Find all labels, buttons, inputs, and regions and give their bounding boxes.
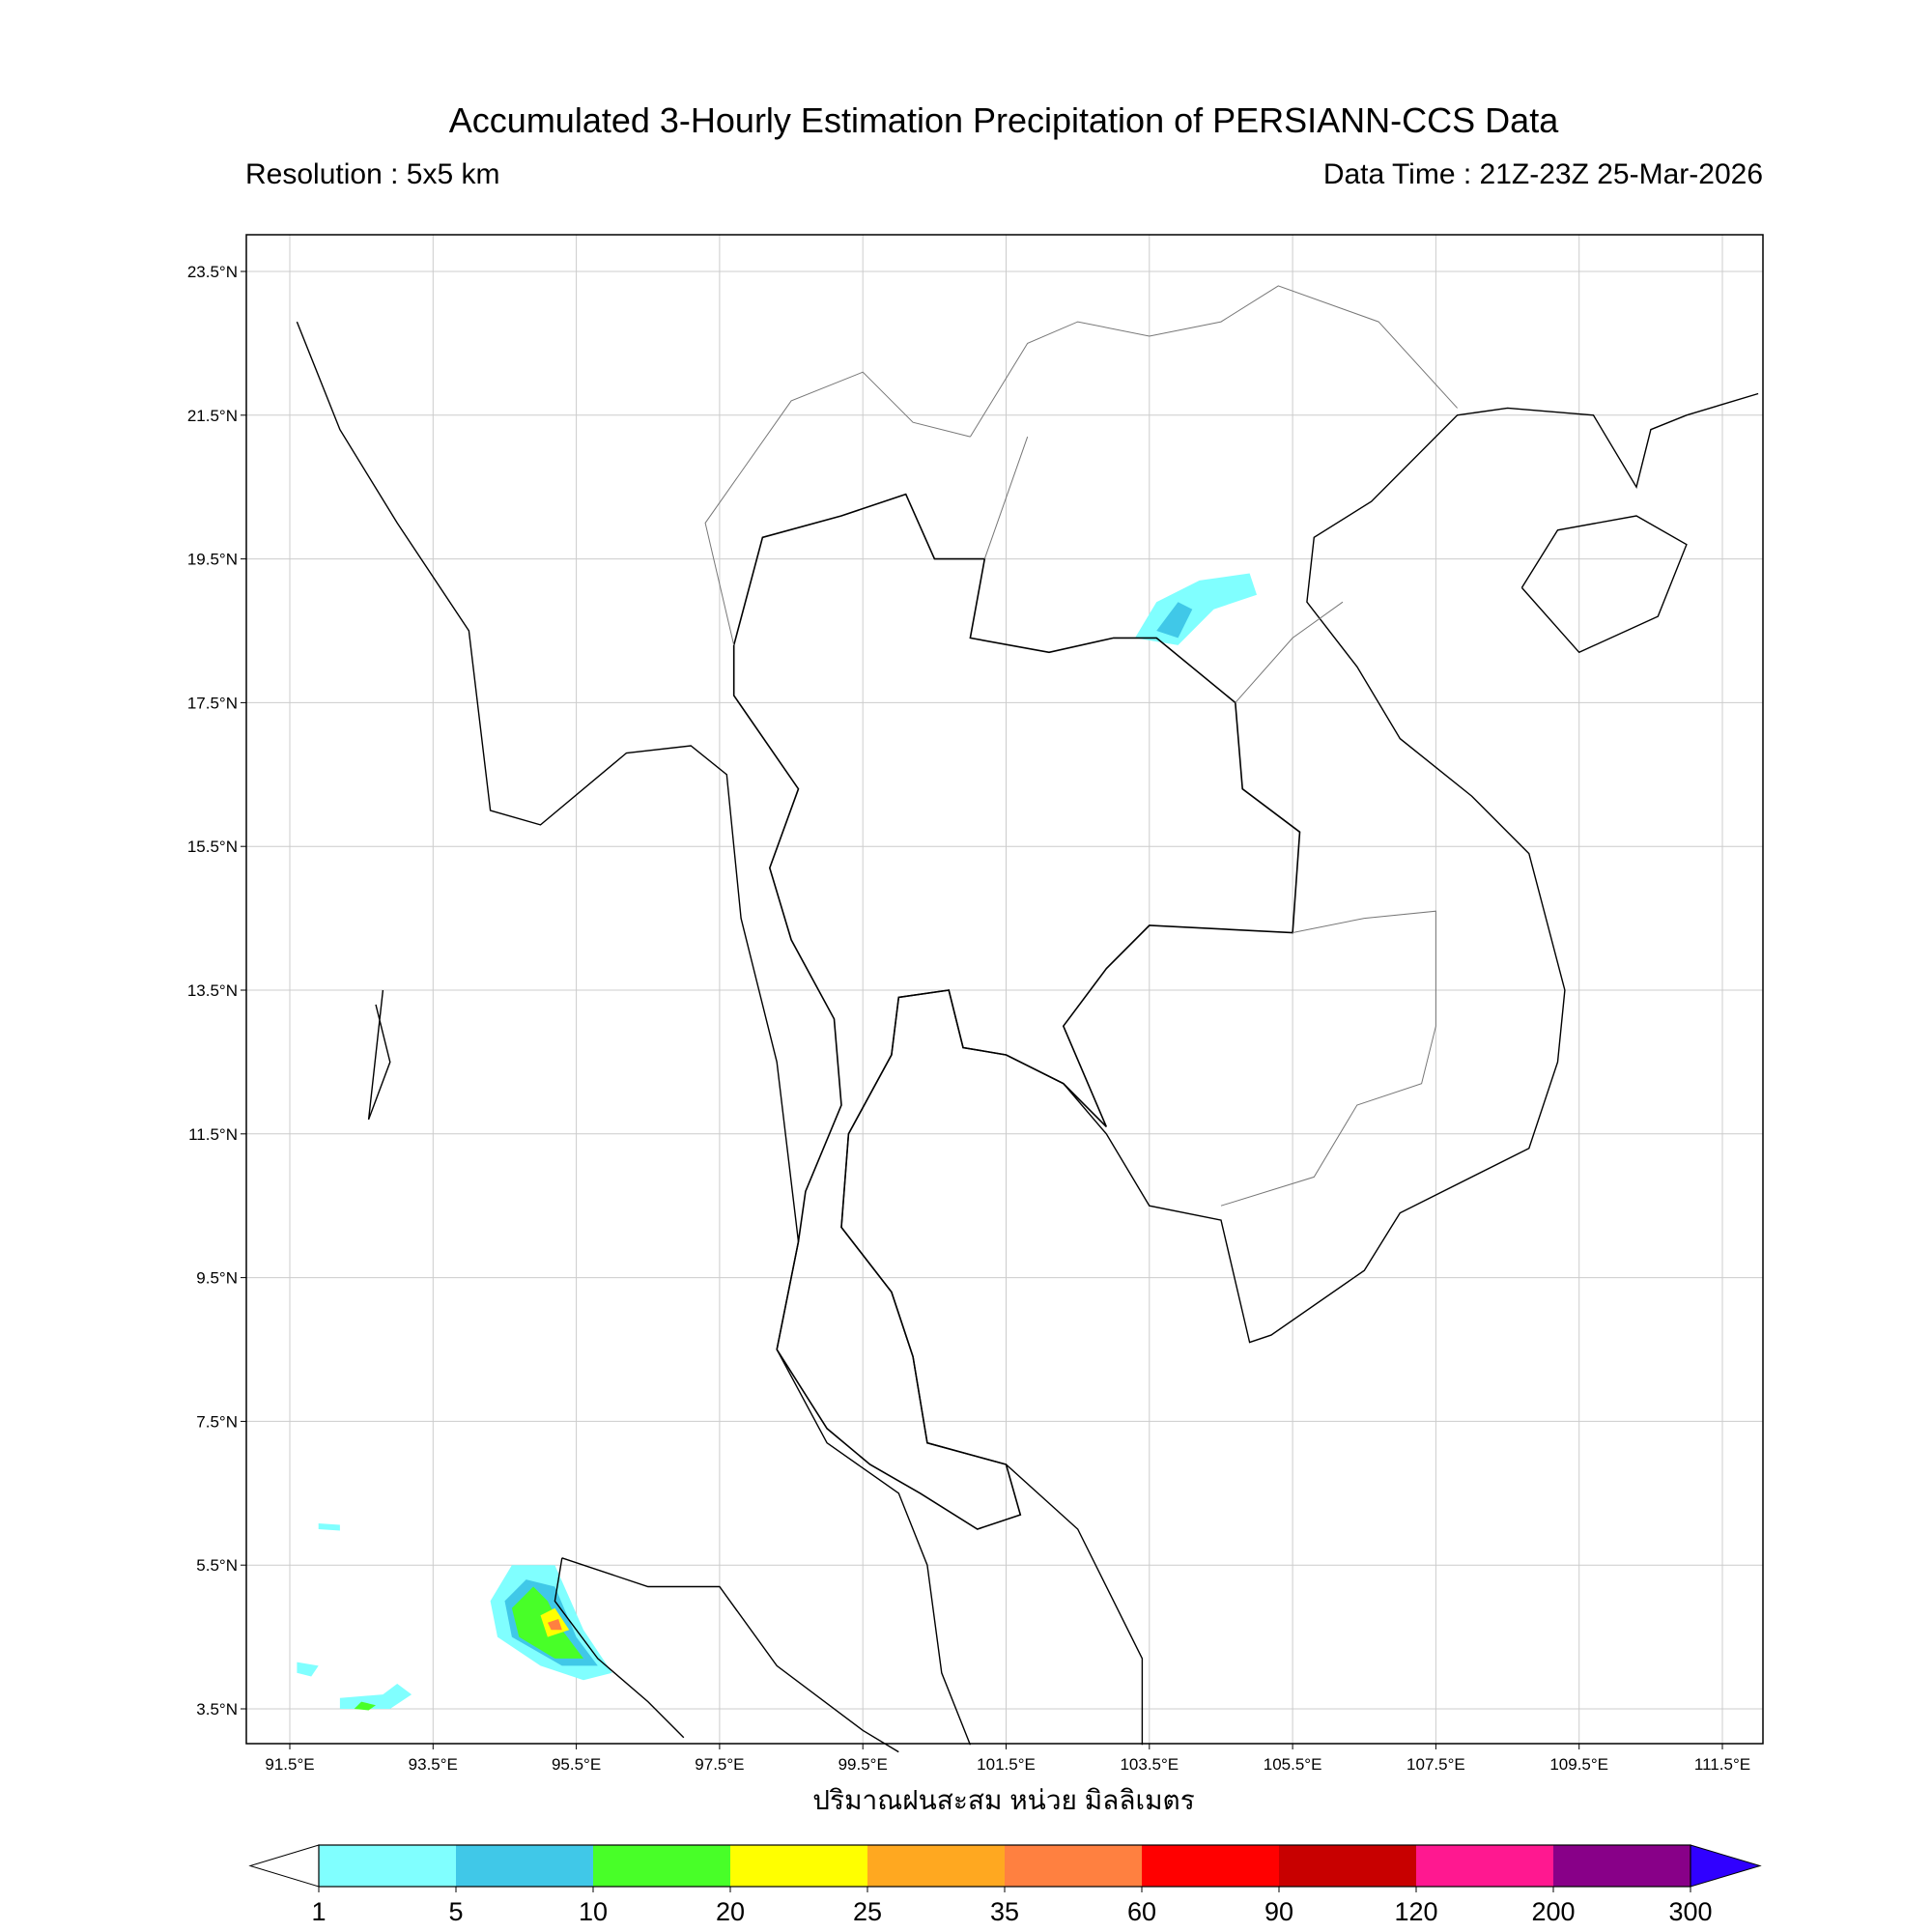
- colorbar-segment: [1416, 1845, 1554, 1887]
- lon-tick-label: 97.5°E: [695, 1755, 744, 1774]
- chart-title: Accumulated 3-Hourly Estimation Precipit…: [448, 100, 1559, 140]
- colorbar-segment: [1553, 1845, 1691, 1887]
- data-time-label: Data Time : 21Z-23Z 25-Mar-2026: [1322, 158, 1763, 190]
- precipitation-layer: [297, 573, 1257, 1711]
- colorbar-label: ปริมาณฝนสะสม หน่วย มิลลิเมตร: [812, 1785, 1195, 1815]
- coastline: [561, 1557, 899, 1753]
- colorbar-segment: [456, 1845, 594, 1887]
- colorbar-segment: [1142, 1845, 1280, 1887]
- map-frame: [245, 234, 1764, 1745]
- lon-tick-label: 109.5°E: [1549, 1755, 1608, 1774]
- lat-tick-label: 17.5°N: [187, 694, 238, 712]
- colorbar-segment: [1005, 1845, 1143, 1887]
- lat-tick-label: 13.5°N: [187, 981, 238, 1000]
- lat-tick-label: 3.5°N: [196, 1700, 238, 1719]
- lat-tick-label: 15.5°N: [187, 838, 238, 856]
- precip-area: [547, 1619, 562, 1631]
- lon-tick-label: 105.5°E: [1264, 1755, 1322, 1774]
- lat-tick-label: 23.5°N: [187, 263, 238, 281]
- colorbar-tick-label: 200: [1531, 1897, 1575, 1926]
- lat-tick-label: 7.5°N: [196, 1412, 238, 1431]
- lon-tick-label: 99.5°E: [838, 1755, 888, 1774]
- precip-area: [1156, 602, 1193, 639]
- lat-tick-label: 11.5°N: [188, 1125, 238, 1144]
- lon-tick-label: 95.5°E: [552, 1755, 601, 1774]
- coastlines-and-borders: [296, 285, 1759, 1753]
- country-border: [704, 371, 971, 646]
- coastline: [840, 392, 1759, 1746]
- thailand-border: [732, 493, 1301, 1530]
- colorbar-segment: [319, 1845, 457, 1887]
- colorbar-segment: [593, 1845, 731, 1887]
- lat-tick-label: 19.5°N: [187, 551, 238, 569]
- precip-area: [339, 1684, 412, 1709]
- country-border: [1220, 910, 1436, 1207]
- precip-area: [297, 1662, 319, 1677]
- country-border: [1235, 601, 1344, 703]
- coastline: [554, 1557, 685, 1739]
- resolution-label: Resolution : 5x5 km: [245, 158, 500, 190]
- precip-area: [1135, 573, 1257, 645]
- colorbar-tick-label: 35: [990, 1897, 1019, 1926]
- lat-tick-label: 9.5°N: [196, 1269, 238, 1288]
- colorbar-tick-label: 25: [853, 1897, 882, 1926]
- colorbar-segment: [867, 1845, 1006, 1887]
- coastline: [367, 989, 391, 1121]
- colorbar-segment: [730, 1845, 868, 1887]
- coastline: [296, 321, 972, 1746]
- lon-tick-label: 91.5°E: [265, 1755, 314, 1774]
- lat-tick-label: 5.5°N: [196, 1556, 238, 1575]
- coastline: [1520, 515, 1688, 654]
- colorbar-tick-label: 60: [1127, 1897, 1156, 1926]
- country-border: [969, 285, 1458, 438]
- lon-tick-label: 111.5°E: [1694, 1755, 1750, 1774]
- latitude-ticks: 23.5°N 21.5°N 19.5°N 17.5°N 15.5°N 13.5°N 11.5…: [187, 263, 246, 1719]
- longitude-ticks: 91.5°E 93.5°E 95.5°E 97.5°E 99.5°E 101.5°E 103…: [265, 1744, 1750, 1774]
- lon-tick-label: 107.5°E: [1406, 1755, 1465, 1774]
- precip-area: [318, 1523, 340, 1531]
- colorbar-tick-label: 10: [579, 1897, 608, 1926]
- lon-tick-label: 93.5°E: [409, 1755, 458, 1774]
- colorbar-under-arrow: [248, 1844, 320, 1888]
- colorbar-tick-label: 90: [1264, 1897, 1293, 1926]
- lat-tick-label: 21.5°N: [187, 407, 238, 425]
- country-border: [983, 436, 1029, 559]
- precip-area: [354, 1701, 376, 1711]
- colorbar-tick-label: 5: [448, 1897, 463, 1926]
- colorbar-tick-label: 120: [1394, 1897, 1437, 1926]
- lon-tick-label: 101.5°E: [977, 1755, 1036, 1774]
- colorbar-tick-label: 1: [311, 1897, 326, 1926]
- colorbar: 1 5 10 20 25 35 60 90 120 200 300: [248, 1844, 1762, 1926]
- colorbar-segment: [1279, 1845, 1417, 1887]
- colorbar-tick-label: 20: [716, 1897, 745, 1926]
- colorbar-tick-label: 300: [1668, 1897, 1712, 1926]
- colorbar-over-arrow: [1690, 1844, 1762, 1888]
- lon-tick-label: 103.5°E: [1120, 1755, 1179, 1774]
